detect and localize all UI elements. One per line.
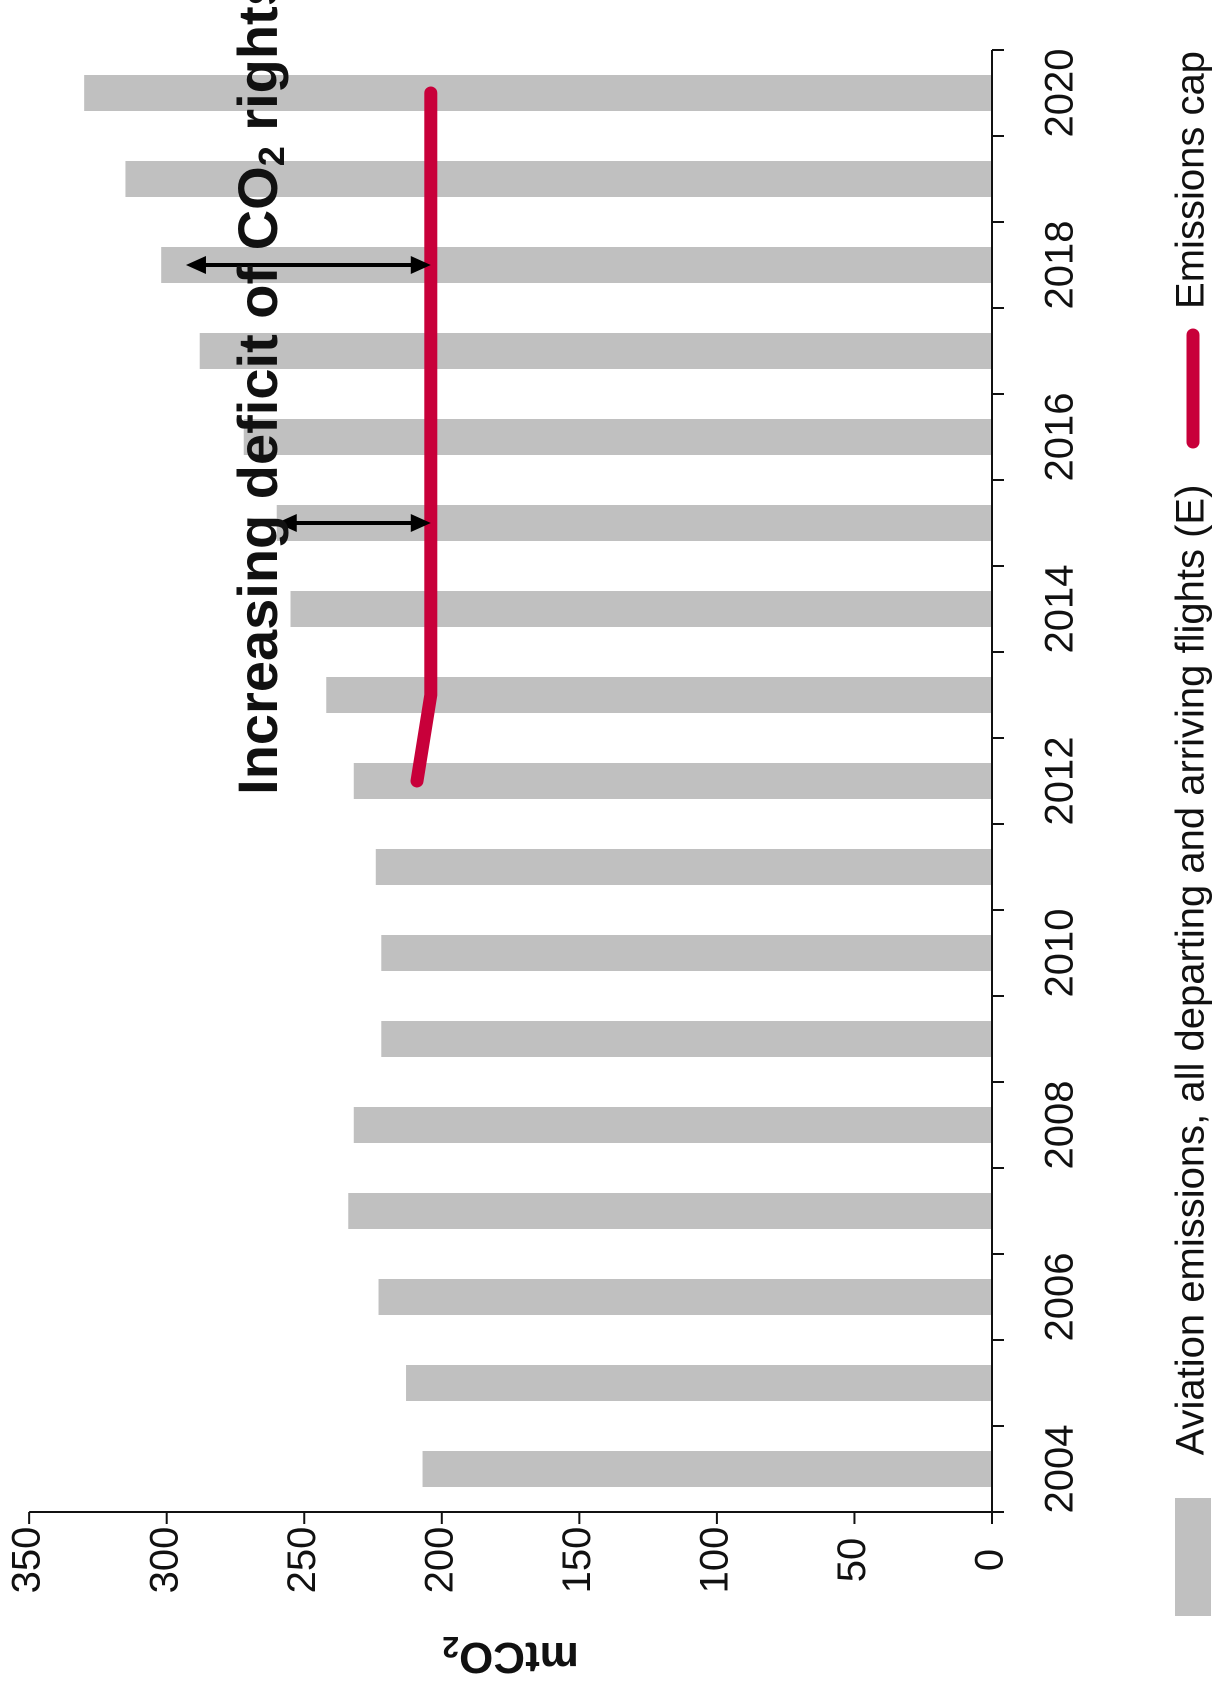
y-tick-label: 50: [830, 1538, 874, 1583]
deficit-annotation: Increasing deficit of CO2 rights: [226, 0, 292, 795]
x-tick-label: 2014: [1038, 565, 1082, 654]
bar-2012: [353, 763, 992, 799]
bar-2017: [199, 333, 992, 369]
bar-2016: [243, 419, 992, 455]
legend-label-emissions-cap: Emissions cap: [1169, 51, 1213, 309]
x-tick-label: 2012: [1038, 737, 1082, 826]
y-axis-title: mtCO2: [442, 1630, 578, 1682]
bar-2010: [381, 935, 992, 971]
x-tick-label: 2018: [1038, 221, 1082, 310]
bar-2008: [353, 1107, 992, 1143]
deficit-arrow-2015: [276, 514, 431, 532]
bar-2005: [406, 1365, 992, 1401]
bar-2020: [84, 75, 993, 111]
x-tick-label: 2008: [1038, 1081, 1082, 1170]
bar-2006: [378, 1279, 993, 1315]
deficit-arrow-2018: [185, 256, 431, 274]
bar-2009: [381, 1021, 992, 1057]
y-tick-label: 150: [555, 1527, 599, 1594]
legend-swatch-aviation-emissions: [1175, 1498, 1211, 1616]
x-tick-label: 2016: [1038, 393, 1082, 482]
x-tick-label: 2020: [1038, 49, 1082, 138]
y-tick-label: 250: [280, 1527, 324, 1594]
arrow-head-left: [185, 256, 206, 274]
arrow-head-right: [410, 514, 431, 532]
legend: Aviation emissions, all departing and ar…: [1169, 51, 1213, 1616]
arrow-head-left: [276, 514, 297, 532]
bar-2007: [348, 1193, 992, 1229]
bar-2014: [290, 591, 992, 627]
y-tick-label: 300: [142, 1527, 186, 1594]
arrow-head-right: [410, 256, 431, 274]
plot-area: 2004 2006 2008 2010 2012 2014 2016 2018 2020 0 50 1…: [5, 0, 1082, 1682]
x-tick-label: 2006: [1038, 1253, 1082, 1342]
y-tick-label: 200: [417, 1527, 461, 1594]
y-tick-label: 350: [5, 1527, 49, 1594]
bar-2019: [125, 161, 992, 197]
bar-2011: [375, 849, 992, 885]
y-tick-label: 100: [692, 1527, 736, 1594]
x-tick-label: 2004: [1038, 1425, 1082, 1514]
x-tick-label: 2010: [1038, 909, 1082, 998]
bar-2004: [422, 1451, 993, 1487]
y-tick-label: 0: [968, 1549, 1012, 1571]
legend-label-aviation-emissions: Aviation emissions, all departing and ar…: [1169, 485, 1213, 1456]
emissions-cap-line: [410, 86, 438, 788]
